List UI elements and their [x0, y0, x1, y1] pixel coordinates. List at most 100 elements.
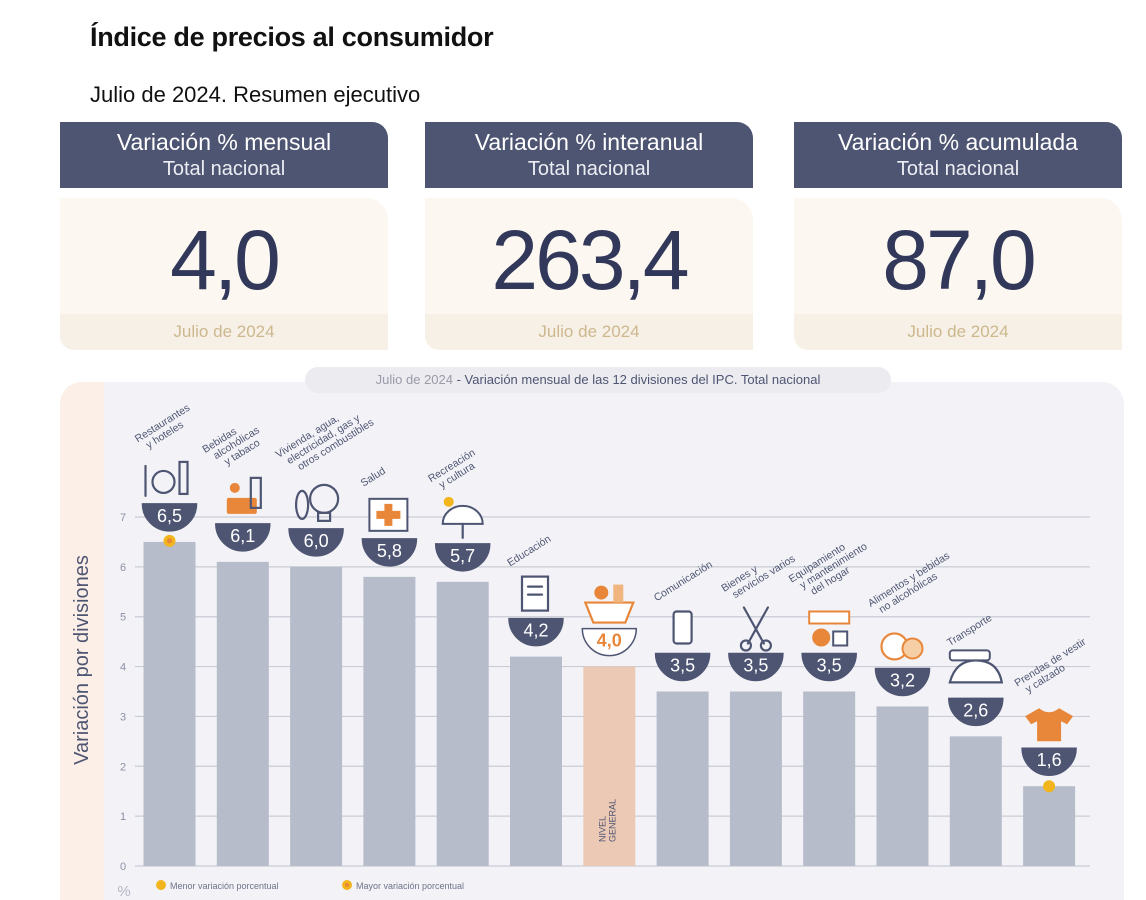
restaurant-icon [144, 460, 189, 498]
book-icon [520, 575, 550, 612]
value-badge [141, 503, 198, 532]
value-badge [581, 627, 638, 657]
card-monthly: Variación % mensual Total nacional 4,0 J… [60, 122, 388, 350]
data-label: 6,1 [230, 526, 255, 546]
y-tick-label: 2 [120, 761, 126, 773]
card-accumulated: Variación % acumulada Total nacional 87,… [794, 122, 1122, 350]
card-period: Julio de 2024 [60, 314, 388, 350]
category-label: Transporte [945, 612, 994, 649]
card-header: Variación % mensual Total nacional [60, 122, 388, 188]
value-badge [948, 697, 1004, 727]
card-period: Julio de 2024 [425, 314, 753, 350]
card-title: Variación % mensual [116, 129, 332, 155]
data-label: 1,6 [1037, 750, 1062, 770]
chart-title: Julio de 2024 - Variación mensual de las… [305, 367, 891, 393]
data-label: 6,5 [157, 506, 182, 526]
general-bar-label: NIVELGENERAL [597, 799, 617, 842]
card-subtitle: Total nacional [527, 158, 651, 180]
category-label: Bebidasalcohólicasy tabaco [200, 415, 267, 475]
data-label: 5,7 [450, 546, 475, 566]
data-label: 2,6 [963, 700, 988, 720]
value-badge [288, 528, 344, 557]
scissors-icon [739, 606, 773, 652]
card-body: 87,0 Julio de 2024 [794, 198, 1122, 350]
category-label: Restaurantesy hoteles [133, 402, 198, 455]
value-badge [361, 538, 418, 567]
y-tick-label: 6 [120, 562, 126, 574]
y-axis-title: Variación por divisiones [71, 555, 93, 765]
data-label: 3,5 [817, 656, 842, 676]
y-tick-label: 3 [120, 711, 126, 723]
bar [1023, 786, 1076, 866]
drinks-icon [226, 476, 262, 514]
card-header: Variación % interanual Total nacional [425, 122, 753, 188]
food-icon [880, 632, 924, 661]
card-subtitle: Total nacional [162, 158, 286, 180]
car-icon [948, 649, 1004, 684]
bar [216, 561, 269, 866]
legend-min-marker [156, 880, 166, 890]
tshirt-icon [1025, 708, 1074, 742]
category-label: Equipamientoy mantenimientodel hogar [787, 531, 876, 604]
chart-axis-band [60, 382, 104, 900]
category-label: Comunicación [652, 559, 715, 605]
card-header: Variación % acumulada Total nacional [794, 122, 1122, 188]
data-label: 3,2 [890, 670, 915, 690]
value-badge [434, 543, 491, 572]
bar [510, 656, 562, 866]
y-tick-label: 7 [120, 512, 126, 524]
card-value: 4,0 [170, 213, 281, 307]
recreation-icon [441, 496, 484, 539]
general-bar [583, 666, 636, 866]
value-badge [508, 617, 564, 647]
y-tick-label: 0 [120, 861, 126, 873]
value-badge [728, 652, 784, 682]
page-title: Índice de precios al consumidor [90, 22, 494, 52]
category-label: Bienes yservicios varios [719, 543, 797, 604]
y-tick-label: 4 [120, 662, 126, 674]
value-badge [801, 652, 857, 682]
bar [949, 736, 1002, 866]
card-title: Variación % acumulada [838, 129, 1078, 155]
card-body: 4,0 Julio de 2024 [60, 198, 388, 350]
legend-label: Mayor variación porcentual [356, 881, 464, 891]
basket-icon [583, 584, 635, 624]
card-yearly: Variación % interanual Total nacional 26… [425, 122, 753, 350]
category-label: Recreacióny cultura [426, 447, 483, 495]
card-value: 87,0 [882, 213, 1037, 307]
legend-label: Menor variación porcentual [170, 881, 279, 891]
card-body: 263,4 Julio de 2024 [425, 198, 753, 350]
card-period: Julio de 2024 [794, 314, 1122, 350]
y-tick-label: 5 [120, 612, 126, 624]
data-label: 3,5 [670, 656, 695, 676]
data-label: 6,0 [304, 531, 329, 551]
data-label: 4,2 [523, 621, 548, 641]
chart-title-date: Julio de 2024 [375, 372, 453, 387]
bar [656, 691, 709, 866]
page-subtitle: Julio de 2024. Resumen ejecutivo [90, 82, 421, 107]
bar [876, 706, 929, 866]
value-badge [215, 523, 271, 552]
category-label: Alimentos y bebidasno alcohólicas [866, 550, 958, 619]
data-label: 4,0 [597, 631, 622, 651]
card-value: 263,4 [491, 213, 689, 307]
category-label: Salud [359, 465, 388, 489]
bar [363, 576, 416, 866]
category-label: Educación [505, 533, 553, 569]
lightbulb-icon [295, 483, 340, 522]
bar [436, 581, 489, 866]
data-label: 3,5 [743, 656, 768, 676]
value-badge [874, 667, 931, 697]
chart-title-text: - Variación mensual de las 12 divisiones… [453, 372, 821, 387]
min-marker [1043, 780, 1056, 793]
bar [803, 691, 856, 866]
value-badge [654, 652, 711, 682]
bar [729, 691, 782, 866]
appliances-icon [808, 610, 851, 647]
phone-icon [672, 610, 693, 645]
category-label: Prendas de vestiry calzado [1013, 636, 1095, 699]
health-cross-icon [368, 497, 409, 532]
card-title: Variación % interanual [474, 129, 704, 155]
y-unit-label: % [117, 883, 130, 900]
